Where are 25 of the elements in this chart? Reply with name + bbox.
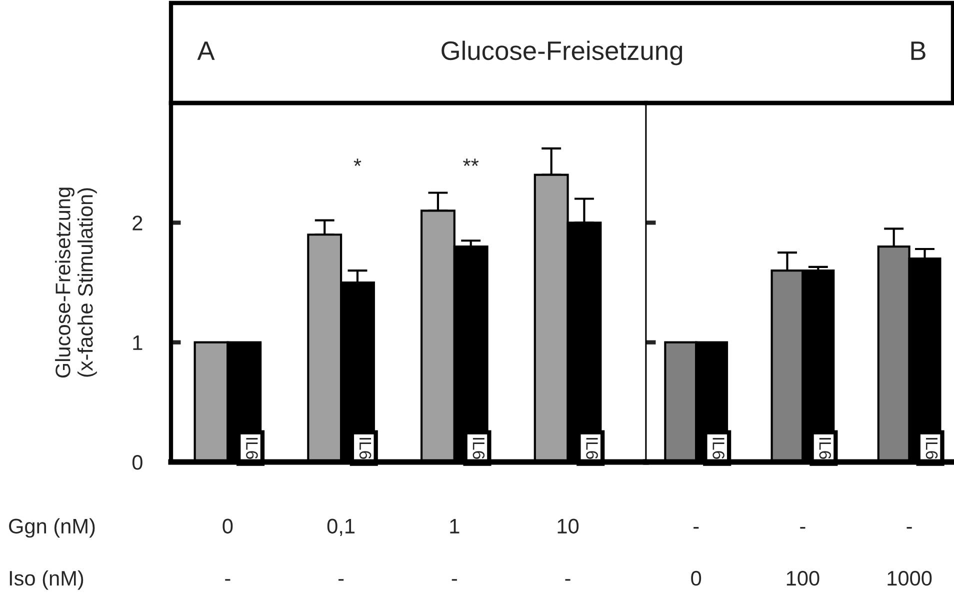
y-tick-label: 2 [132, 216, 142, 230]
y-axis-title: Glucose-Freisetzung (x-fache Stimulation) [55, 188, 97, 378]
text: B [911, 42, 926, 60]
y-tick-label: 1 [133, 336, 142, 350]
text: IL6 [926, 438, 938, 459]
y-tick-label: 0 [132, 455, 142, 470]
category-label: - 1000 [888, 527, 932, 586]
text: Iso (nM) [10, 570, 84, 590]
text: IL6 [246, 438, 258, 459]
category-label: 10 - [558, 518, 579, 581]
category-label: - 0 [691, 527, 702, 586]
category-label: - 100 [786, 527, 820, 586]
text: IL6 [472, 438, 485, 459]
category-label: 0 - [222, 518, 233, 581]
annotation: * [354, 158, 362, 166]
category-label: 0,1 - [327, 518, 355, 581]
text: A [197, 42, 215, 60]
text: IL6 [712, 438, 724, 459]
chart-title: Glucose-Freisetzung [442, 40, 682, 66]
text: Ggn (nM) [9, 518, 95, 538]
text: IL6 [359, 438, 372, 459]
annotation: ** [463, 158, 479, 166]
series-label: IL6 [586, 438, 598, 459]
category-label: 1 - [450, 519, 460, 581]
series-label: IL6 [819, 438, 832, 459]
